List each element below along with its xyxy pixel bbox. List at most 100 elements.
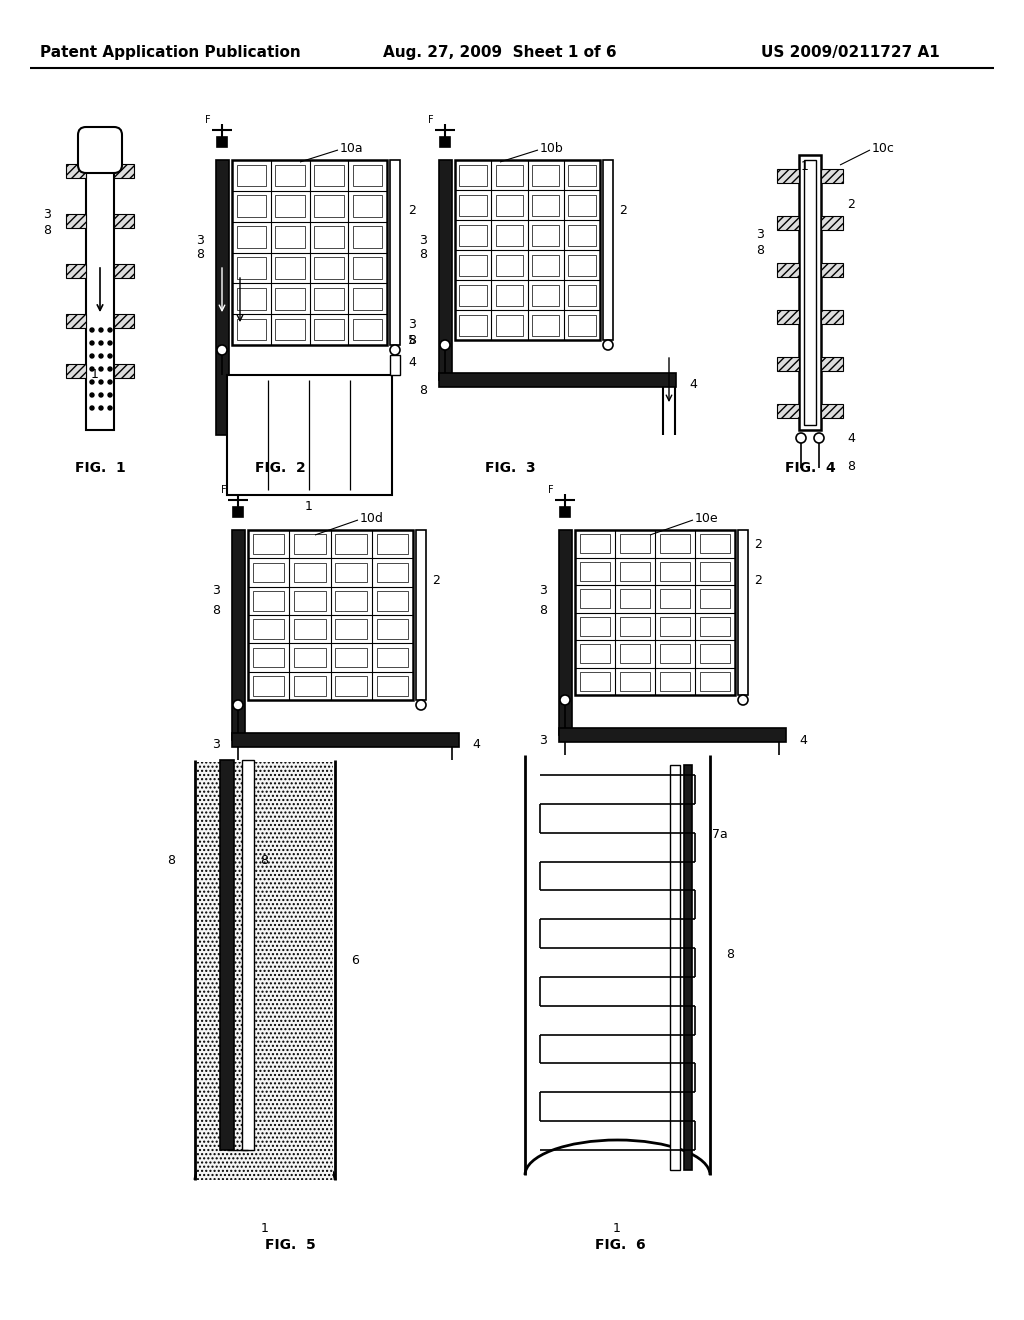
Bar <box>580 561 610 581</box>
Text: 8: 8 <box>167 854 175 866</box>
Text: 8: 8 <box>260 854 268 866</box>
Text: 3: 3 <box>419 234 427 247</box>
Bar <box>460 314 486 335</box>
Bar <box>353 257 382 279</box>
Text: F: F <box>205 115 211 125</box>
Bar <box>659 644 690 664</box>
Bar <box>738 531 748 696</box>
Text: Patent Application Publication: Patent Application Publication <box>40 45 300 59</box>
Bar <box>804 160 816 425</box>
Text: 10b: 10b <box>540 141 564 154</box>
Text: 3: 3 <box>43 209 51 222</box>
Circle shape <box>90 393 94 397</box>
Text: 10e: 10e <box>695 511 719 524</box>
Text: 7a: 7a <box>712 829 728 842</box>
Text: 10a: 10a <box>340 141 364 154</box>
Bar <box>580 535 610 553</box>
Bar <box>496 314 523 335</box>
Bar <box>496 285 523 305</box>
Text: FIG.  1: FIG. 1 <box>75 461 125 475</box>
Bar <box>377 535 408 554</box>
Bar <box>294 535 326 554</box>
Bar <box>377 619 408 639</box>
Bar <box>821 310 843 323</box>
Bar <box>699 561 730 581</box>
Text: 8: 8 <box>408 334 416 346</box>
Bar <box>66 214 86 228</box>
Text: US 2009/0211727 A1: US 2009/0211727 A1 <box>761 45 939 59</box>
Text: 8: 8 <box>419 248 427 261</box>
Bar <box>336 648 367 668</box>
Text: 6: 6 <box>351 953 359 966</box>
Circle shape <box>416 700 426 710</box>
Bar <box>531 255 559 276</box>
Bar <box>440 137 450 147</box>
Bar <box>66 314 86 327</box>
Bar <box>777 169 799 183</box>
Bar <box>232 531 245 741</box>
Bar <box>580 644 610 664</box>
Bar <box>580 672 610 690</box>
Circle shape <box>108 380 112 384</box>
Bar <box>114 364 134 378</box>
Bar <box>496 224 523 246</box>
Circle shape <box>108 327 112 333</box>
Circle shape <box>90 354 94 358</box>
Bar <box>242 760 254 1150</box>
Bar <box>620 535 650 553</box>
Bar <box>114 214 134 228</box>
Text: 3: 3 <box>212 738 220 751</box>
Circle shape <box>99 393 103 397</box>
Bar <box>777 216 799 230</box>
Bar <box>390 355 400 375</box>
Bar <box>568 255 596 276</box>
Circle shape <box>814 433 824 444</box>
Bar <box>237 226 266 248</box>
Bar <box>620 672 650 690</box>
Bar <box>237 288 266 310</box>
Text: 8: 8 <box>196 248 204 261</box>
Bar <box>777 263 799 277</box>
Text: F: F <box>221 484 226 495</box>
Bar <box>496 165 523 186</box>
Bar <box>232 160 387 345</box>
Bar <box>353 319 382 341</box>
Bar <box>114 314 134 327</box>
Bar <box>777 356 799 371</box>
Bar <box>336 562 367 582</box>
Text: 2: 2 <box>754 539 762 552</box>
Bar <box>253 562 285 582</box>
Bar <box>699 589 730 609</box>
Bar <box>620 644 650 664</box>
Bar <box>559 531 572 735</box>
Bar <box>460 255 486 276</box>
Text: 3: 3 <box>539 734 547 747</box>
Bar <box>377 676 408 696</box>
Bar <box>531 165 559 186</box>
Text: 2: 2 <box>408 203 416 216</box>
Text: 3: 3 <box>197 234 204 247</box>
Text: 4: 4 <box>408 355 416 368</box>
Bar <box>220 760 234 1150</box>
Circle shape <box>108 407 112 411</box>
Bar <box>620 561 650 581</box>
Bar <box>670 766 680 1170</box>
Bar <box>237 195 266 216</box>
Bar <box>620 616 650 636</box>
Bar <box>531 194 559 215</box>
Bar <box>603 160 613 341</box>
Bar <box>86 154 114 430</box>
Bar <box>568 194 596 215</box>
Text: 8: 8 <box>419 384 427 396</box>
Circle shape <box>233 700 243 710</box>
Circle shape <box>99 367 103 371</box>
Bar <box>253 676 285 696</box>
Bar <box>659 535 690 553</box>
Text: 8: 8 <box>43 223 51 236</box>
Text: 5: 5 <box>408 334 416 346</box>
Text: F: F <box>428 115 434 125</box>
Bar <box>496 255 523 276</box>
Bar <box>659 672 690 690</box>
Bar <box>460 224 486 246</box>
Bar <box>253 591 285 611</box>
